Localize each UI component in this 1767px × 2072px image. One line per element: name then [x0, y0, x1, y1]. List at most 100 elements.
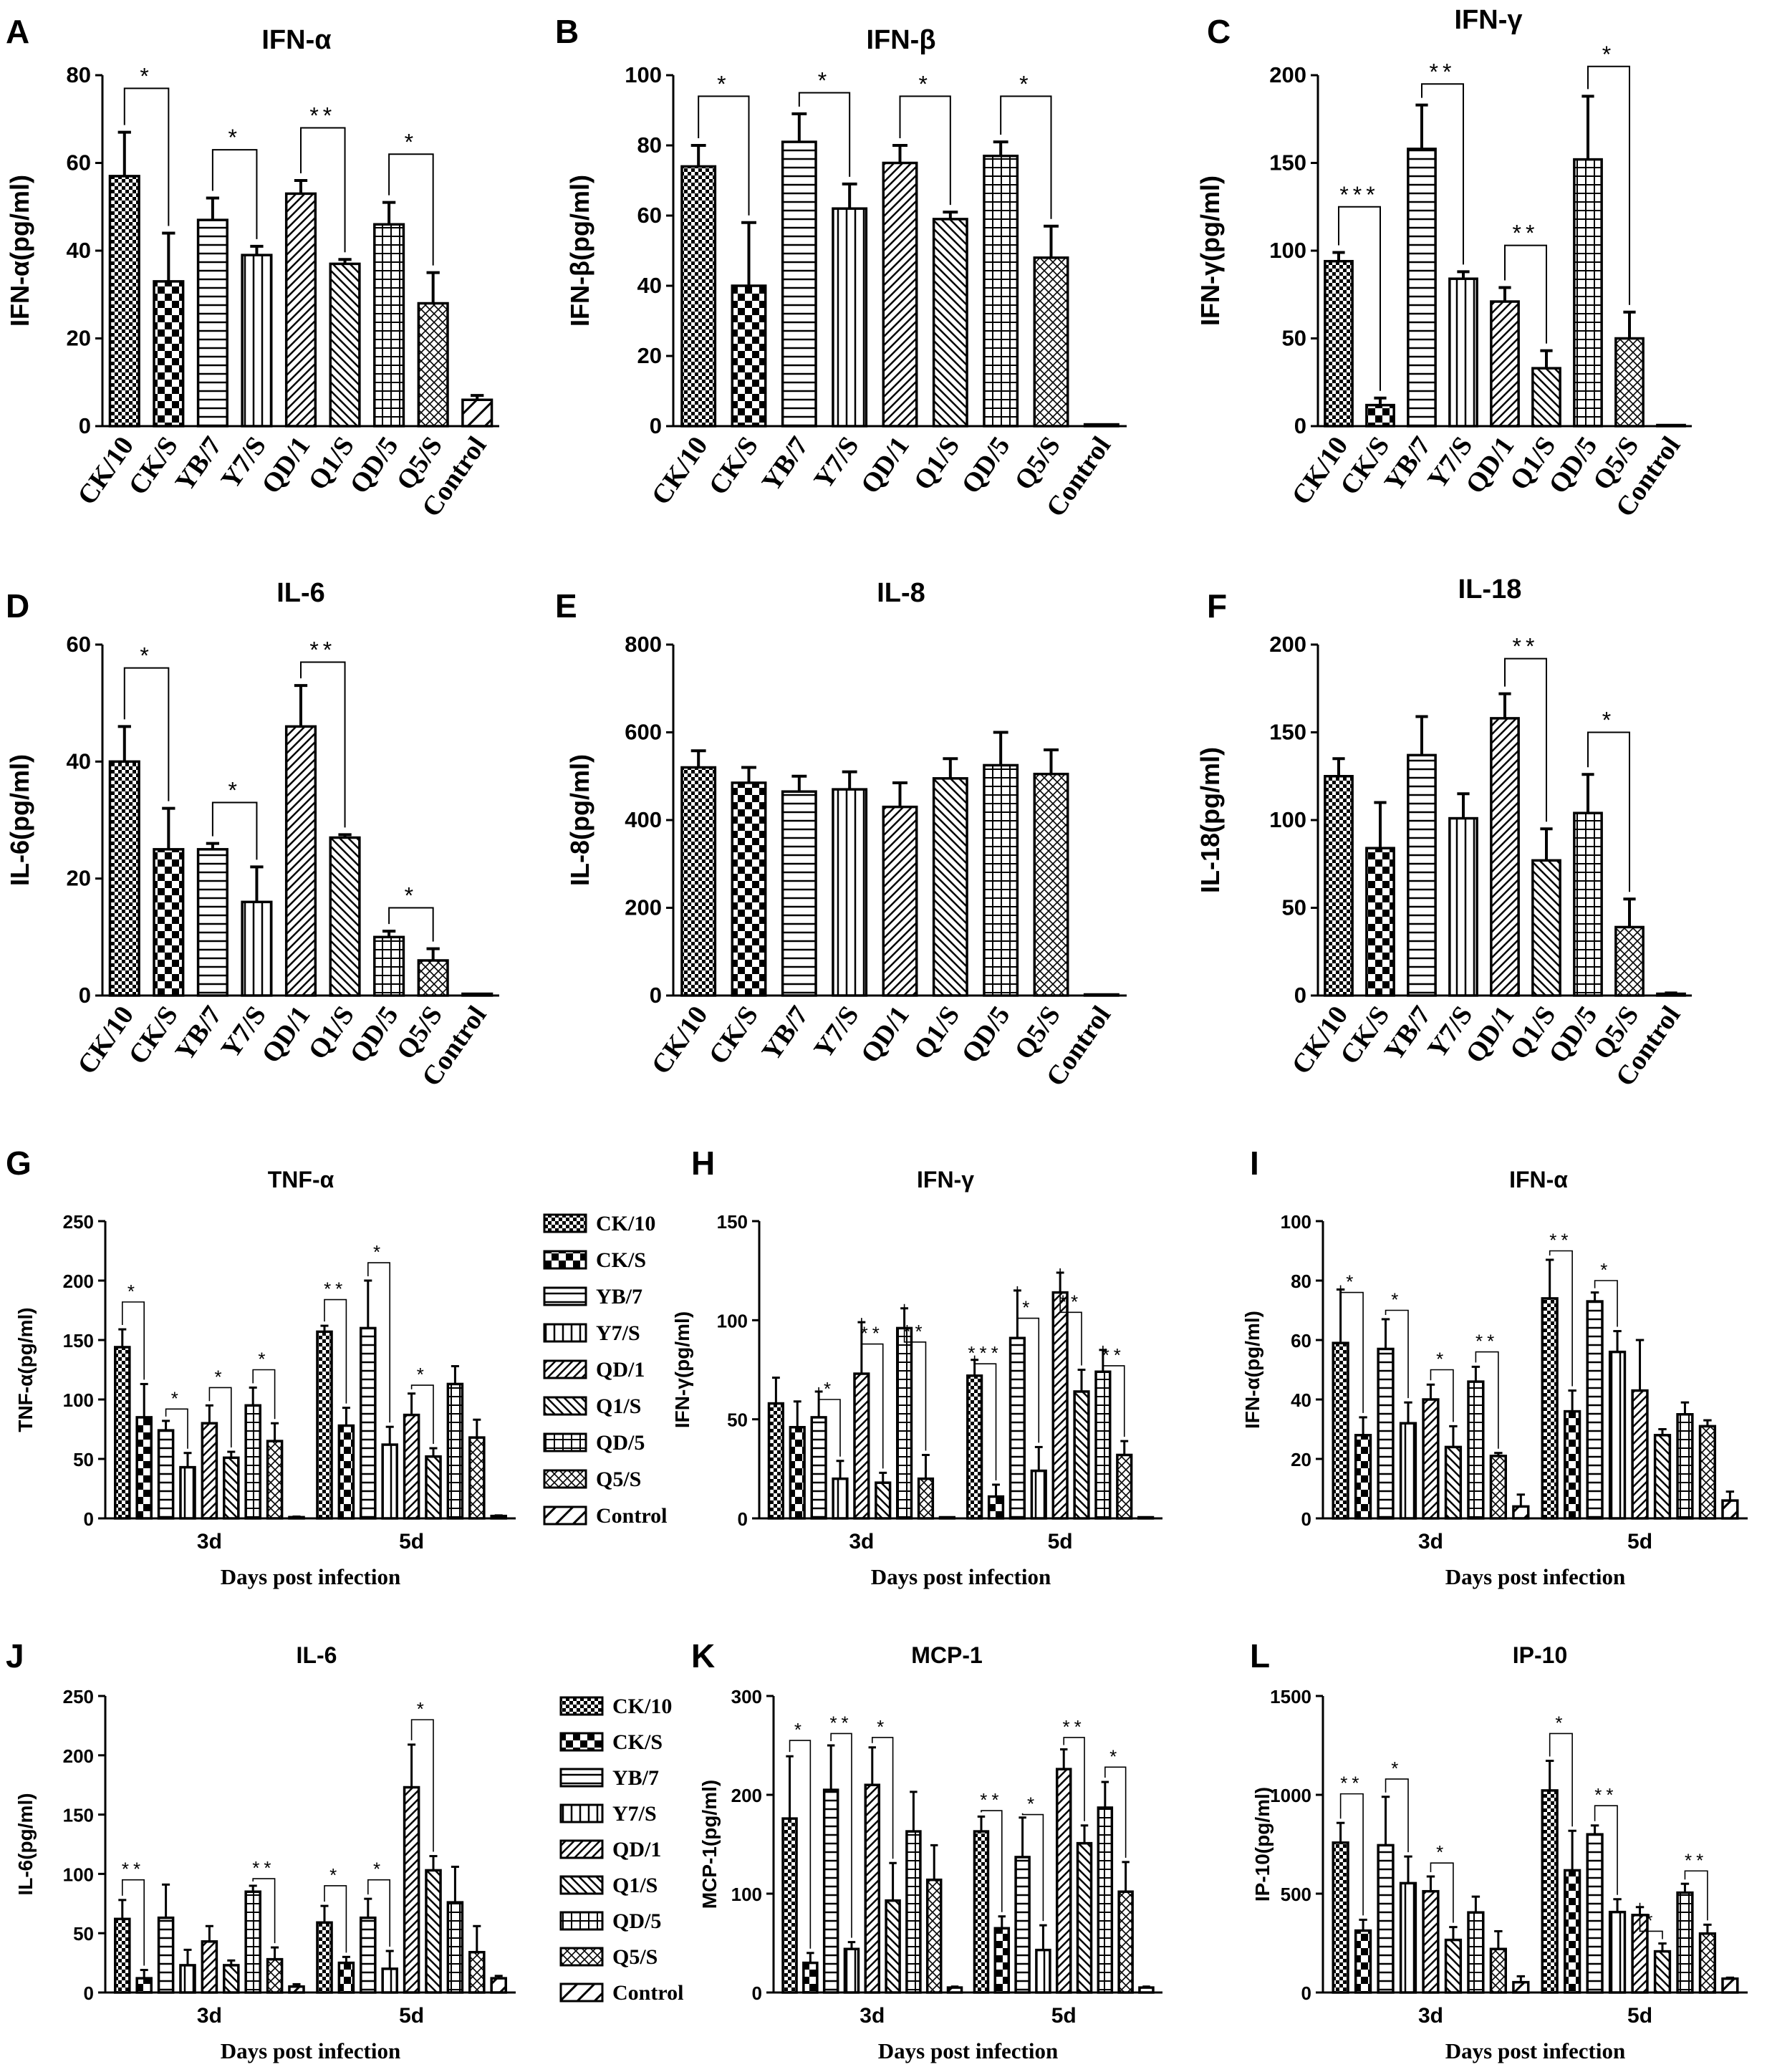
panel-letter: J: [6, 1637, 24, 1675]
legend-label: QD/1: [612, 1838, 661, 1861]
panel-title: MCP-1: [911, 1642, 983, 1668]
bar: [1512, 1980, 1530, 1994]
bar: [381, 1967, 398, 1994]
bar: [1489, 1947, 1507, 1994]
y-tick-label: 60: [67, 632, 91, 657]
y-axis-label: IFN-γ(pg/ml): [671, 1311, 693, 1428]
bar: [1033, 772, 1069, 997]
y-tick-label: 50: [1282, 895, 1306, 920]
y-tick-label: 100: [63, 1389, 94, 1411]
bar: [373, 935, 405, 997]
bar: [1444, 1445, 1463, 1520]
y-axis-label: IL-6(pg/ml): [5, 754, 34, 886]
bar: [179, 1465, 196, 1520]
x-category-label: YB/7: [756, 431, 815, 497]
significance-label: ***: [968, 1342, 1002, 1364]
significance-label: **: [829, 1712, 852, 1733]
bar: [461, 398, 493, 428]
bar: [885, 1899, 901, 1994]
significance-label: *: [1602, 708, 1615, 733]
panel-letter: B: [555, 13, 579, 50]
y-axis-label: IP-10(pg/ml): [1251, 1787, 1274, 1902]
y-tick-label: 100: [625, 62, 662, 87]
bar: [114, 1346, 131, 1520]
x-category-label: QD/1: [1460, 431, 1520, 499]
significance-label: *: [417, 1364, 428, 1385]
bar: [201, 1422, 218, 1520]
group-label: 5d: [1627, 1530, 1652, 1553]
bar: [882, 805, 918, 997]
y-tick-label: 50: [727, 1410, 748, 1431]
y-tick-label: 150: [1269, 150, 1306, 175]
bar: [135, 1977, 153, 1994]
significance-label: **: [252, 1857, 275, 1879]
y-tick-label: 100: [1269, 238, 1306, 263]
bar: [461, 992, 493, 997]
group-label: 5d: [1051, 2004, 1077, 2028]
legend-swatch: [559, 1768, 604, 1788]
significance-label: *: [1645, 1909, 1657, 1931]
x-category-label: QD/5: [1543, 1001, 1603, 1069]
bar: [1365, 847, 1395, 997]
group-label: 3d: [860, 2004, 885, 2028]
bar: [781, 140, 817, 428]
bar: [1354, 1434, 1372, 1520]
x-category-label: YB/7: [756, 1001, 815, 1066]
panel-E: 0 200 400 600 800 E IL-8 IL-8(pg/ml) CK/10CK/SYB…: [555, 578, 1127, 1092]
x-category-label: CK/S: [122, 431, 183, 501]
panel-letter: E: [555, 587, 577, 625]
y-tick-label: 80: [637, 132, 662, 158]
significance-label: **: [861, 1323, 884, 1344]
bar: [244, 1404, 261, 1520]
x-category-label: QD/5: [955, 1001, 1016, 1069]
bar: [223, 1456, 240, 1520]
bar: [468, 1436, 486, 1520]
bar: [1541, 1297, 1559, 1520]
significance-bracket: [121, 1301, 145, 1380]
significance-bracket: [410, 1384, 434, 1445]
panel-title: IFN-γ: [1455, 5, 1523, 35]
significance-label: **: [1102, 1344, 1125, 1366]
bar: [925, 1878, 943, 1994]
x-category-label: CK/10: [646, 1001, 714, 1080]
bar: [832, 207, 868, 428]
panel-letter: F: [1207, 587, 1227, 625]
significance-label: *: [228, 125, 241, 150]
panel-title: IL-8: [877, 578, 925, 608]
y-tick-label: 0: [1301, 1508, 1311, 1530]
y-tick-label: 200: [1269, 62, 1306, 87]
significance-bracket: [1430, 1862, 1454, 1923]
bar: [1094, 1370, 1112, 1520]
bar: [983, 154, 1019, 428]
bar: [680, 766, 717, 997]
significance-bracket: [324, 1298, 347, 1404]
bar: [1097, 1806, 1114, 1994]
y-tick-label: 200: [625, 895, 662, 920]
y-tick-label: 50: [73, 1923, 94, 1945]
bar: [1490, 300, 1520, 428]
bar: [1564, 1410, 1581, 1520]
significance-bracket: [1104, 1766, 1127, 1858]
significance-label: **: [1340, 1773, 1363, 1794]
legend-label: Control: [596, 1504, 667, 1528]
bar: [1653, 1434, 1672, 1520]
y-tick-label: 150: [63, 1805, 94, 1826]
y-tick-label: 100: [731, 1884, 762, 1905]
bar: [1354, 1929, 1372, 1994]
x-axis-label: Days post infection: [1445, 2038, 1625, 2063]
bar: [108, 760, 140, 997]
bar: [1489, 1455, 1507, 1520]
significance-label: **: [1594, 1784, 1617, 1806]
y-tick-label: 100: [1281, 1211, 1311, 1233]
y-tick-label: 200: [63, 1271, 94, 1292]
bar: [241, 254, 273, 428]
y-tick-label: 50: [1282, 326, 1306, 351]
significance-label: *: [918, 71, 931, 97]
bar: [1073, 1390, 1090, 1520]
group-label: 3d: [849, 1530, 874, 1553]
